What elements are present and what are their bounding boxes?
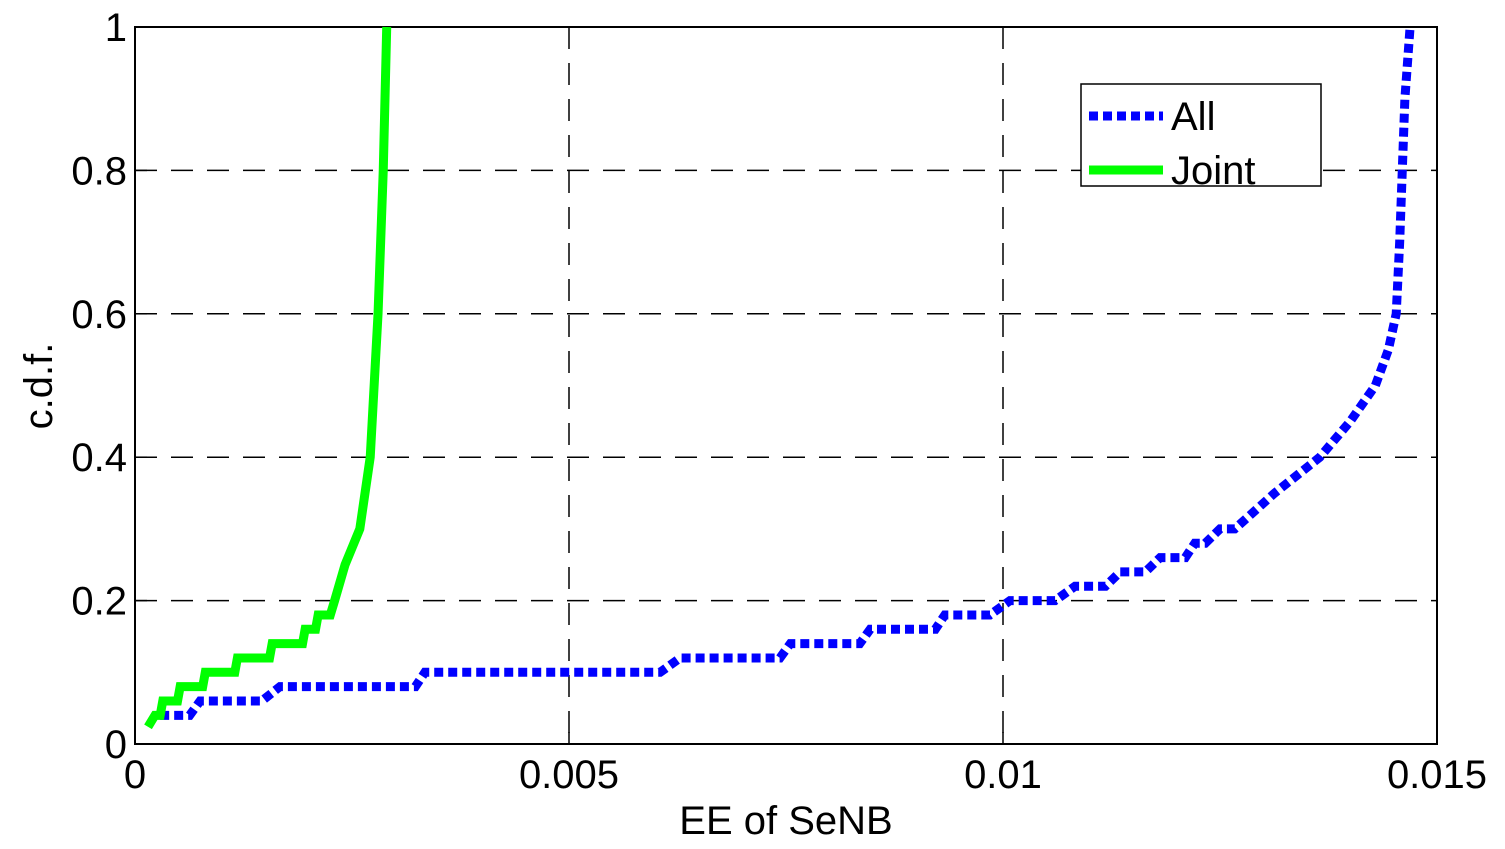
legend-label: Joint	[1171, 149, 1256, 193]
x-tick-label: 0.015	[1387, 753, 1487, 797]
y-tick-label: 0	[105, 723, 127, 767]
legend-label: All	[1171, 95, 1215, 139]
y-tick-label: 1	[105, 6, 127, 50]
y-tick-label: 0.8	[71, 149, 127, 193]
series-line	[160, 26, 1415, 720]
series-line	[144, 26, 392, 730]
x-tick-label: 0.005	[519, 753, 619, 797]
x-tick-label: 0	[124, 753, 146, 797]
y-axis-label: c.d.f.	[17, 343, 61, 430]
y-tick-label: 0.2	[71, 580, 127, 624]
x-tick-label: 0.01	[964, 753, 1042, 797]
y-tick-label: 0.6	[71, 293, 127, 337]
y-tick-label: 0.4	[71, 436, 127, 480]
plot-frame	[134, 26, 1438, 745]
x-axis-label: EE of SeNB	[679, 799, 892, 843]
